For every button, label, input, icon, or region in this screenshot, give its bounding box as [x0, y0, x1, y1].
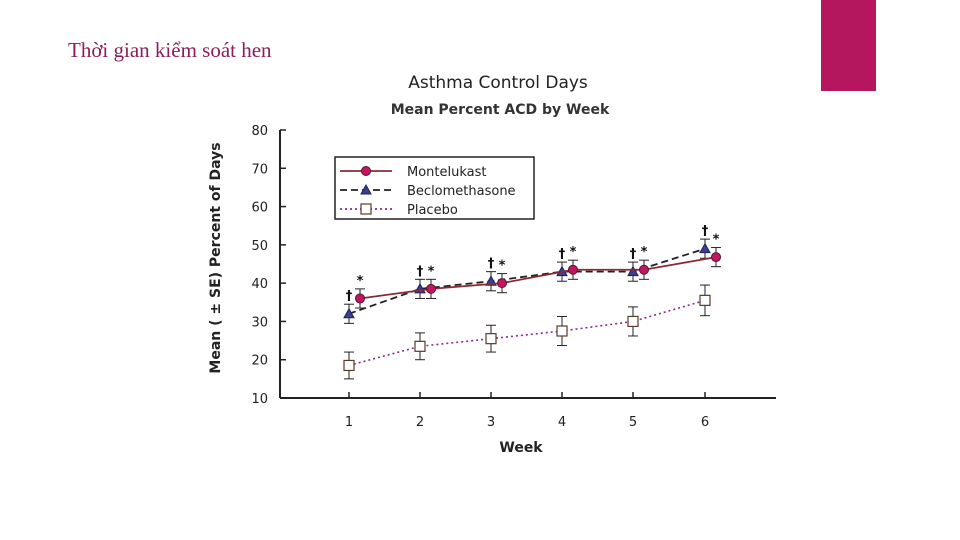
data-point-montelukast	[497, 278, 507, 289]
legend-marker-montelukast	[361, 166, 371, 176]
data-point-montelukast	[639, 264, 649, 275]
series-line-montelukast	[359, 256, 717, 300]
legend-marker-placebo	[360, 203, 372, 215]
significance-star: *	[499, 259, 506, 274]
legend-label-placebo: Placebo	[407, 203, 458, 218]
y-tick-label: 70	[251, 162, 268, 177]
y-tick-label: 10	[251, 392, 268, 407]
x-tick-label: 1	[345, 415, 353, 430]
significance-dagger: †	[346, 289, 353, 304]
x-tick-label: 2	[416, 415, 424, 430]
data-point-montelukast	[355, 293, 365, 304]
legend-marker-beclomethasone	[360, 183, 372, 195]
significance-dagger: †	[559, 247, 566, 262]
data-point-placebo	[627, 315, 639, 328]
x-tick-label: 5	[629, 415, 637, 430]
data-point-beclomethasone	[699, 242, 711, 254]
significance-star: *	[641, 245, 648, 260]
series-line-beclomethasone	[348, 247, 706, 315]
y-tick-label: 80	[251, 124, 268, 139]
axes: 10 20 30 40 50 60 70 80 1 2 3 4 5 6	[251, 124, 776, 430]
significance-dagger: †	[488, 257, 495, 272]
significance-dagger: †	[630, 247, 637, 262]
significance-star: *	[713, 233, 720, 248]
series-layer: * † * † * † * † * † * †	[343, 224, 721, 380]
data-point-placebo	[699, 294, 711, 306]
legend-label-montelukast: Montelukast	[407, 165, 487, 180]
data-point-placebo	[414, 340, 426, 352]
data-point-beclomethasone	[627, 265, 639, 277]
y-tick-label: 40	[251, 277, 268, 292]
x-axis-label: Week	[499, 440, 543, 456]
x-tick-label: 4	[558, 415, 566, 430]
significance-star: *	[357, 274, 364, 289]
x-tick-label: 3	[487, 415, 495, 430]
series-beclomethasone	[343, 238, 711, 324]
series-line-placebo	[348, 299, 706, 367]
data-point-montelukast	[711, 252, 721, 263]
data-point-montelukast	[568, 264, 578, 275]
y-tick-label: 20	[251, 354, 268, 369]
significance-dagger: †	[417, 264, 424, 279]
significance-markers: * † * † * † * † * † * †	[346, 224, 720, 304]
significance-star: *	[570, 245, 577, 260]
chart-title: Asthma Control Days	[408, 73, 588, 93]
data-point-montelukast	[426, 283, 436, 294]
data-point-placebo	[556, 325, 568, 337]
data-point-placebo	[485, 333, 497, 345]
y-tick-label: 30	[251, 315, 268, 330]
legend-label-beclomethasone: Beclomethasone	[407, 184, 516, 199]
series-montelukast	[355, 247, 721, 309]
slide-title: Thời gian kiểm soát hen	[68, 38, 272, 62]
chart-subtitle: Mean Percent ACD by Week	[391, 102, 610, 118]
data-point-placebo	[343, 359, 355, 372]
data-point-beclomethasone	[343, 307, 355, 319]
y-tick-label: 50	[251, 239, 268, 254]
significance-dagger: †	[702, 224, 709, 239]
y-axis-label: Mean ( ± SE) Percent of Days	[208, 142, 224, 373]
x-tick-label: 6	[701, 415, 709, 430]
accent-bar	[821, 0, 876, 91]
series-placebo	[343, 284, 711, 380]
significance-star: *	[428, 264, 435, 279]
y-tick-label: 60	[251, 201, 268, 216]
legend: Montelukast Beclomethasone Placebo	[334, 156, 535, 220]
